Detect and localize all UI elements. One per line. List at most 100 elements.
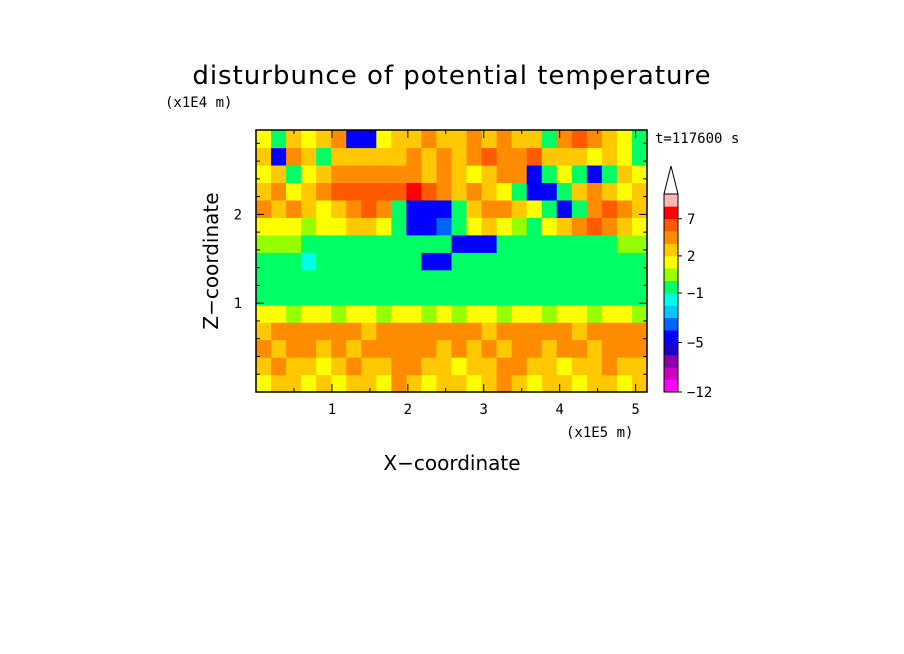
heatmap-cell	[586, 339, 603, 358]
heatmap-cell	[601, 199, 618, 218]
heatmap-cell	[526, 339, 543, 358]
heatmap-cell	[421, 234, 438, 253]
y-unit-label: (x1E4 m)	[165, 95, 232, 111]
heatmap-cell	[421, 147, 438, 166]
heatmap-cell	[586, 374, 603, 392]
heatmap-cell	[256, 374, 272, 392]
heatmap-cell	[406, 199, 423, 218]
heatmap-cell	[301, 269, 317, 288]
heatmap-cell	[391, 217, 407, 236]
heatmap-cell	[286, 217, 302, 236]
heatmap-cell	[256, 147, 272, 166]
heatmap-cell	[301, 234, 317, 253]
heatmap-cell	[511, 234, 528, 253]
heatmap-cell	[466, 147, 483, 166]
heatmap-cell	[466, 252, 483, 271]
heatmap-cell	[301, 164, 317, 183]
heatmap-cell	[526, 182, 543, 201]
heatmap-cell	[571, 164, 588, 183]
time-label: t=117600 s	[655, 131, 739, 147]
heatmap-cell	[586, 182, 603, 201]
heatmap-cell	[286, 164, 302, 183]
heatmap-cell	[631, 182, 647, 201]
heatmap-cell	[301, 339, 317, 358]
heatmap-cell	[346, 339, 362, 358]
heatmap-cell	[631, 199, 647, 218]
heatmap-cell	[631, 234, 647, 253]
x-tick-label: 5	[631, 402, 639, 418]
heatmap-cell	[601, 304, 618, 323]
heatmap-cell	[331, 164, 347, 183]
heatmap-cell	[556, 269, 573, 288]
heatmap-cell	[376, 164, 392, 183]
heatmap-cell	[451, 182, 468, 201]
heatmap-cell	[481, 182, 498, 201]
heatmap-cell	[601, 252, 618, 271]
heatmap-cell	[586, 287, 603, 306]
heatmap-cell	[406, 374, 423, 392]
heatmap-cell	[451, 374, 468, 392]
heatmap-cell	[586, 252, 603, 271]
heatmap-cell	[406, 130, 423, 149]
heatmap-cell	[556, 182, 573, 201]
heatmap-cell	[346, 199, 362, 218]
heatmap-cell	[376, 269, 392, 288]
heatmap-cell	[271, 182, 287, 201]
heatmap-cell	[616, 164, 633, 183]
heatmap-cell	[391, 339, 407, 358]
heatmap-cell	[556, 287, 573, 306]
heatmap-cell	[316, 252, 332, 271]
heatmap-cell	[511, 130, 528, 149]
heatmap-cell	[481, 339, 498, 358]
heatmap-cell	[406, 304, 423, 323]
heatmap-cell	[526, 217, 543, 236]
heatmap-cell	[436, 164, 453, 183]
heatmap-cell	[436, 269, 453, 288]
heatmap-cell	[571, 322, 588, 341]
heatmap-cell	[481, 287, 498, 306]
heatmap-cell	[466, 322, 483, 341]
heatmap-cell	[256, 164, 272, 183]
heatmap-cell	[301, 199, 317, 218]
heatmap-cell	[361, 199, 377, 218]
heatmap-cell	[436, 339, 453, 358]
heatmap-cell	[391, 147, 407, 166]
heatmap-cell	[316, 147, 332, 166]
heatmap-cell	[361, 147, 377, 166]
heatmap-cell	[616, 130, 633, 149]
heatmap-cell	[601, 234, 618, 253]
heatmap-cell	[511, 217, 528, 236]
heatmap-cell	[451, 339, 468, 358]
heatmap-cell	[481, 269, 498, 288]
heatmap-cell	[511, 357, 528, 376]
heatmap-cell	[511, 147, 528, 166]
heatmap-cell	[616, 287, 633, 306]
heatmap-cell	[496, 374, 513, 392]
heatmap-cell	[361, 269, 377, 288]
heatmap-cell	[631, 339, 647, 358]
heatmap-cell	[496, 199, 513, 218]
heatmap-cell	[496, 217, 513, 236]
heatmap-cell	[496, 304, 513, 323]
heatmap-cell	[346, 130, 362, 149]
heatmap-cell	[316, 130, 332, 149]
heatmap-cell	[451, 322, 468, 341]
x-tick-label: 4	[555, 402, 563, 418]
heatmap-cell	[436, 304, 453, 323]
heatmap-cell	[526, 269, 543, 288]
heatmap-cell	[331, 357, 347, 376]
heatmap-cell	[526, 374, 543, 392]
heatmap-cell	[586, 164, 603, 183]
heatmap-cell	[406, 322, 423, 341]
heatmap-cell	[586, 322, 603, 341]
heatmap-cell	[496, 269, 513, 288]
heatmap-cell	[361, 234, 377, 253]
heatmap-cell	[586, 304, 603, 323]
plot-frame	[255, 129, 648, 393]
heatmap-cell	[436, 234, 453, 253]
heatmap-cell	[616, 217, 633, 236]
heatmap-cell	[526, 322, 543, 341]
colorbar-swatch	[664, 194, 678, 207]
heatmap-cell	[346, 287, 362, 306]
colorbar-swatch	[664, 243, 678, 257]
